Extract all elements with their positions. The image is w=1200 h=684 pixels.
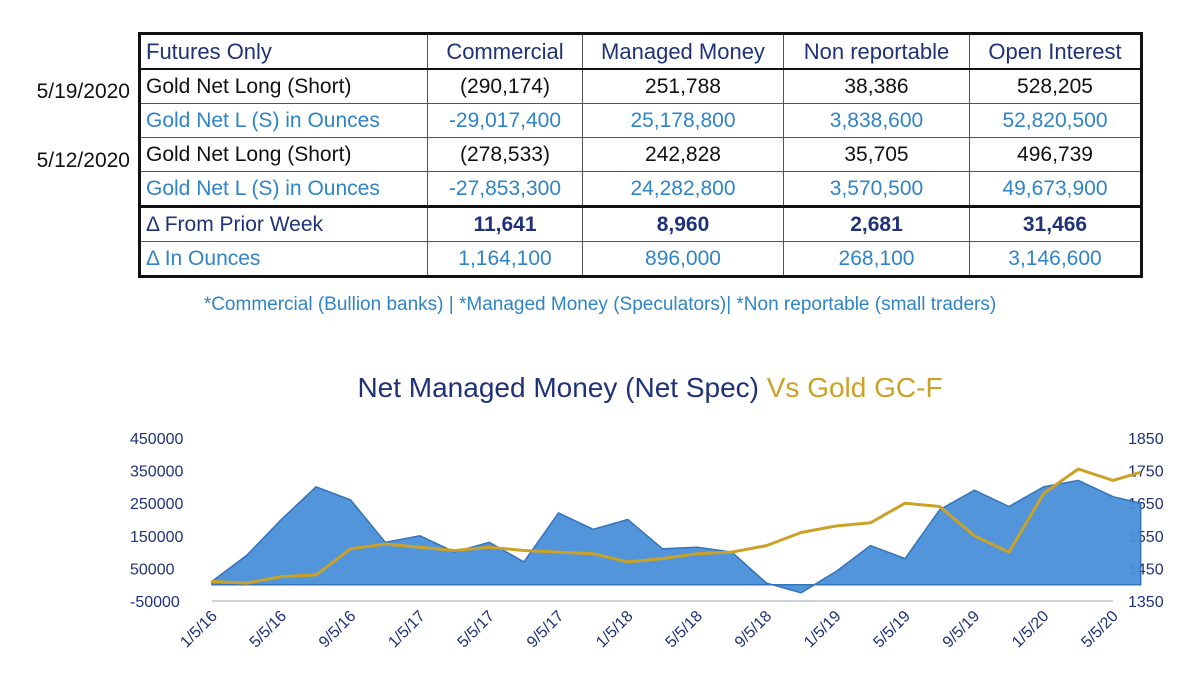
table-cell: 2,681 xyxy=(783,205,970,242)
table-row: Gold Net L (S) in Ounces -27,853,300 24,… xyxy=(139,171,1142,207)
table-cell: 528,205 xyxy=(969,68,1142,104)
date-label: 5/19/2020 xyxy=(36,80,130,103)
table-cell: 25,178,800 xyxy=(582,103,784,138)
table-row: Gold Net L (S) in Ounces -29,017,400 25,… xyxy=(139,103,1142,138)
header-cell: Managed Money xyxy=(582,33,784,70)
x-tick-label: 9/5/16 xyxy=(316,608,360,652)
table-cell: 242,828 xyxy=(582,137,784,172)
x-tick-label: 1/5/17 xyxy=(385,608,429,652)
date-label: 5/12/2020 xyxy=(36,149,130,172)
x-tick-label: 9/5/17 xyxy=(524,608,568,652)
table-cell: 8,960 xyxy=(582,205,784,242)
x-tick-label: 1/5/16 xyxy=(177,608,221,652)
header-cell: Futures Only xyxy=(139,33,428,70)
table-cell: 3,570,500 xyxy=(783,171,970,207)
y-left-tick-label: 350000 xyxy=(130,464,183,481)
row-label: Δ In Ounces xyxy=(139,241,428,277)
y-right-tick-label: 1350 xyxy=(1128,594,1164,611)
chart-title-part2: Vs Gold GC-F xyxy=(766,372,943,403)
table-cell: -27,853,300 xyxy=(427,171,583,207)
header-cell: Open Interest xyxy=(969,33,1142,70)
cot-table: Futures Only Commercial Managed Money No… xyxy=(138,32,1143,278)
table-cell: 31,466 xyxy=(969,205,1142,242)
table-row: Gold Net Long (Short) (278,533) 242,828 … xyxy=(139,137,1142,172)
x-tick-label: 5/5/19 xyxy=(870,608,914,652)
y-left-tick-label: 450000 xyxy=(130,431,183,448)
table-cell: 268,100 xyxy=(783,241,970,277)
table-cell: 3,146,600 xyxy=(969,241,1142,277)
x-tick-label: 1/5/19 xyxy=(801,608,845,652)
table-cell: 38,386 xyxy=(783,68,970,104)
x-tick-label: 1/5/20 xyxy=(1009,608,1053,652)
row-label: Δ From Prior Week xyxy=(139,205,428,242)
net-spec-vs-gold-chart: 450000 350000 250000 150000 50000 -50000 1850 1… xyxy=(130,431,1164,652)
table-cell: 1,164,100 xyxy=(427,241,583,277)
table-cell: -29,017,400 xyxy=(427,103,583,138)
table-cell: 52,820,500 xyxy=(969,103,1142,138)
x-tick-label: 9/5/19 xyxy=(940,608,984,652)
table-row: Δ From Prior Week 11,641 8,960 2,681 31,… xyxy=(139,205,1142,242)
header-cell: Commercial xyxy=(427,33,583,70)
x-tick-label: 5/5/18 xyxy=(663,608,707,652)
row-label: Gold Net L (S) in Ounces xyxy=(139,171,428,207)
y-left-tick-label: 150000 xyxy=(130,529,183,546)
table-cell: 24,282,800 xyxy=(582,171,784,207)
table-cell: (290,174) xyxy=(427,68,583,104)
row-label: Gold Net Long (Short) xyxy=(139,137,428,172)
table-row: Gold Net Long (Short) (290,174) 251,788 … xyxy=(139,68,1142,104)
table-cell: 251,788 xyxy=(582,68,784,104)
gold-price-line xyxy=(211,467,1142,585)
table-cell: 11,641 xyxy=(427,205,583,242)
table-cell: (278,533) xyxy=(427,137,583,172)
table-cell: 35,705 xyxy=(783,137,970,172)
y-right-tick-label: 1850 xyxy=(1128,431,1164,448)
row-label: Gold Net Long (Short) xyxy=(139,68,428,104)
table-cell: 49,673,900 xyxy=(969,171,1142,207)
x-tick-label: 5/5/16 xyxy=(247,608,291,652)
table-cell: 3,838,600 xyxy=(783,103,970,138)
chart-title-part1: Net Managed Money (Net Spec) xyxy=(357,372,767,403)
y-left-tick-label: -50000 xyxy=(130,594,180,611)
table-row: Δ In Ounces 1,164,100 896,000 268,100 3,… xyxy=(139,241,1142,277)
x-tick-label: 1/5/18 xyxy=(593,608,637,652)
header-cell: Non reportable xyxy=(783,33,970,70)
x-tick-label: 5/5/20 xyxy=(1078,608,1122,652)
table-header-row: Futures Only Commercial Managed Money No… xyxy=(139,33,1142,70)
row-label: Gold Net L (S) in Ounces xyxy=(139,103,428,138)
table-cell: 896,000 xyxy=(582,241,784,277)
y-left-tick-label: 50000 xyxy=(130,561,175,578)
table-cell: 496,739 xyxy=(969,137,1142,172)
chart-title: Net Managed Money (Net Spec) Vs Gold GC-… xyxy=(0,372,1200,404)
x-tick-label: 9/5/18 xyxy=(732,608,776,652)
x-tick-label: 5/5/17 xyxy=(455,608,499,652)
net-managed-money-area xyxy=(211,479,1142,594)
y-right-tick-label: 1750 xyxy=(1128,464,1164,481)
footnote: *Commercial (Bullion banks) | *Managed M… xyxy=(203,294,997,315)
y-left-tick-label: 250000 xyxy=(130,496,183,513)
